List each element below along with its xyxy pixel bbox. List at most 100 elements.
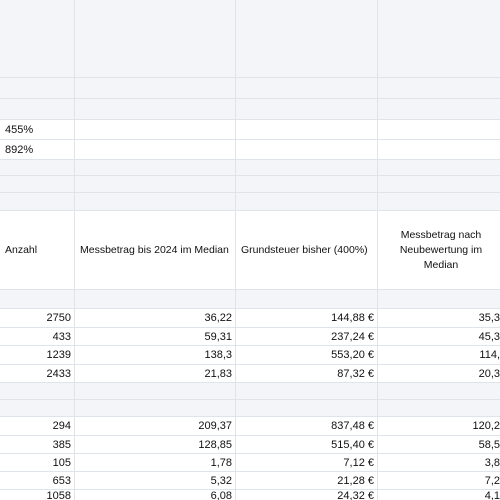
cell[interactable]	[75, 78, 236, 98]
messbetrag-neu-cell[interactable]: 3,8	[484, 456, 500, 469]
cell[interactable]	[75, 140, 236, 159]
cell[interactable]	[0, 383, 75, 399]
cell[interactable]	[75, 99, 236, 119]
grundsteuer-cell[interactable]: 21,28 €	[236, 472, 378, 489]
cell[interactable]	[378, 176, 500, 192]
empty-row[interactable]	[0, 160, 500, 175]
table-row[interactable]: 653 5,32 21,28 € 7,2	[0, 472, 500, 489]
cell[interactable]	[236, 160, 378, 175]
grundsteuer-cell[interactable]: 237,24 €	[236, 328, 378, 345]
table-row[interactable]: 105 1,78 7,12 € 3,8	[0, 454, 500, 471]
header-messbetrag-neu[interactable]: Messbetrag nach Neubewertung im Median	[399, 228, 483, 271]
empty-row[interactable]	[0, 99, 500, 119]
messbetrag-cell[interactable]: 138,3	[75, 346, 236, 364]
anzahl-cell[interactable]: 2433	[0, 365, 75, 382]
cell[interactable]	[378, 120, 500, 139]
cell[interactable]	[75, 0, 236, 77]
messbetrag-neu-cell[interactable]: 7,2	[484, 474, 500, 487]
anzahl-cell[interactable]: 385	[0, 436, 75, 453]
anzahl-cell[interactable]: 2750	[0, 309, 75, 327]
empty-row[interactable]	[0, 0, 500, 77]
grundsteuer-cell[interactable]: 87,32 €	[236, 365, 378, 382]
grundsteuer-cell[interactable]: 515,40 €	[236, 436, 378, 453]
messbetrag-neu-cell[interactable]: 120,2	[472, 420, 500, 432]
cell[interactable]	[0, 193, 75, 210]
empty-row[interactable]	[0, 176, 500, 192]
cell[interactable]	[75, 193, 236, 210]
anzahl-cell[interactable]: 1239	[0, 346, 75, 364]
table-row[interactable]: 1058 6,08 24,32 € 4,1	[0, 490, 500, 500]
cell[interactable]	[378, 193, 500, 210]
cell[interactable]	[378, 99, 500, 119]
cell[interactable]	[75, 290, 236, 308]
cell[interactable]	[236, 290, 378, 308]
messbetrag-cell[interactable]: 5,32	[75, 472, 236, 489]
cell[interactable]	[236, 193, 378, 210]
table-row[interactable]: 2750 36,22 144,88 € 35,3	[0, 309, 500, 327]
empty-row[interactable]	[0, 193, 500, 210]
messbetrag-neu-cell[interactable]: 4,1	[484, 490, 500, 500]
cell[interactable]	[378, 140, 500, 159]
grundsteuer-cell[interactable]: 7,12 €	[236, 454, 378, 471]
cell[interactable]	[0, 176, 75, 192]
empty-row[interactable]	[0, 400, 500, 416]
cell[interactable]	[378, 383, 500, 399]
messbetrag-neu-cell[interactable]: 58,5	[478, 438, 500, 451]
messbetrag-cell[interactable]: 128,85	[75, 436, 236, 453]
cell[interactable]	[0, 99, 75, 119]
cell[interactable]	[236, 383, 378, 399]
empty-row[interactable]	[0, 383, 500, 399]
header-messbetrag-2024[interactable]: Messbetrag bis 2024 im Median	[75, 211, 236, 289]
header-grundsteuer-bisher[interactable]: Grundsteuer bisher (400%)	[236, 211, 378, 289]
cell[interactable]	[378, 78, 500, 98]
table-row[interactable]: 433 59,31 237,24 € 45,3	[0, 328, 500, 345]
cell[interactable]	[236, 78, 378, 98]
messbetrag-cell[interactable]: 21,83	[75, 365, 236, 382]
percentage-cell[interactable]: 455%	[0, 120, 75, 139]
cell[interactable]	[0, 160, 75, 175]
messbetrag-cell[interactable]: 209,37	[75, 417, 236, 435]
table-row[interactable]: 892%	[0, 140, 500, 159]
cell[interactable]	[0, 0, 75, 77]
cell[interactable]	[75, 176, 236, 192]
cell[interactable]	[378, 400, 500, 416]
messbetrag-cell[interactable]: 59,31	[75, 328, 236, 345]
cell[interactable]	[75, 400, 236, 416]
table-row[interactable]: 1239 138,3 553,20 € 114,	[0, 346, 500, 364]
cell[interactable]	[378, 160, 500, 175]
grundsteuer-cell[interactable]: 144,88 €	[236, 309, 378, 327]
cell[interactable]	[236, 140, 378, 159]
cell[interactable]	[0, 78, 75, 98]
anzahl-cell[interactable]: 653	[0, 472, 75, 489]
table-row[interactable]: 385 128,85 515,40 € 58,5	[0, 436, 500, 453]
messbetrag-neu-cell[interactable]: 114,	[479, 349, 500, 361]
table-row[interactable]: 455%	[0, 120, 500, 139]
cell[interactable]	[236, 0, 378, 77]
messbetrag-cell[interactable]: 1,78	[75, 454, 236, 471]
cell[interactable]	[0, 290, 75, 308]
cell[interactable]	[236, 176, 378, 192]
messbetrag-neu-cell[interactable]: 20,3	[478, 367, 500, 380]
grundsteuer-cell[interactable]: 553,20 €	[236, 346, 378, 364]
messbetrag-cell[interactable]: 6,08	[75, 490, 236, 500]
cell[interactable]	[378, 290, 500, 308]
cell[interactable]	[0, 400, 75, 416]
cell[interactable]	[75, 120, 236, 139]
anzahl-cell[interactable]: 1058	[0, 490, 75, 500]
percentage-cell[interactable]: 892%	[0, 140, 75, 159]
cell[interactable]	[236, 120, 378, 139]
empty-row[interactable]	[0, 78, 500, 98]
grundsteuer-cell[interactable]: 24,32 €	[236, 490, 378, 500]
anzahl-cell[interactable]: 105	[0, 454, 75, 471]
cell[interactable]	[75, 383, 236, 399]
table-row[interactable]: 2433 21,83 87,32 € 20,3	[0, 365, 500, 382]
anzahl-cell[interactable]: 433	[0, 328, 75, 345]
header-anzahl[interactable]: Anzahl	[0, 211, 75, 289]
empty-row[interactable]	[0, 290, 500, 308]
messbetrag-neu-cell[interactable]: 35,3	[478, 312, 500, 324]
cell[interactable]	[75, 160, 236, 175]
cell[interactable]	[378, 0, 500, 77]
anzahl-cell[interactable]: 294	[0, 417, 75, 435]
grundsteuer-cell[interactable]: 837,48 €	[236, 417, 378, 435]
messbetrag-cell[interactable]: 36,22	[75, 309, 236, 327]
